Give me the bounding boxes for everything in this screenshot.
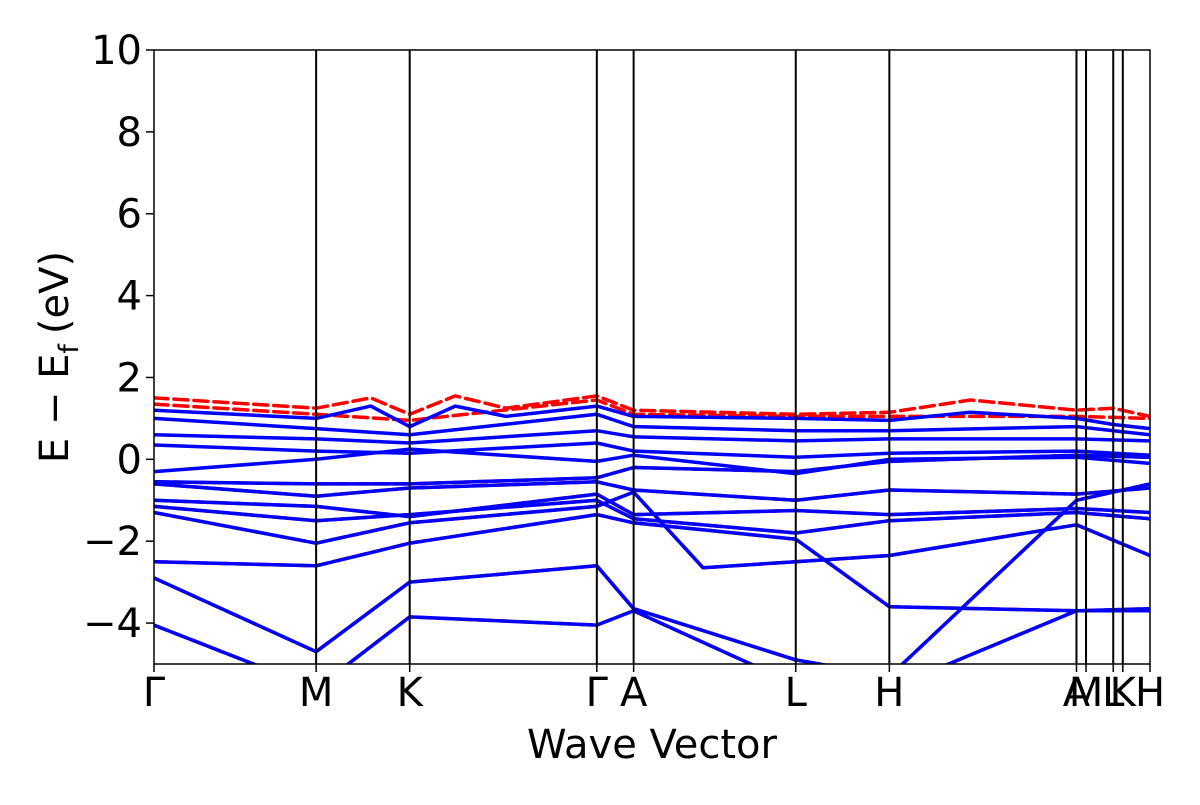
y-tick-label: −2 — [83, 519, 142, 565]
x-axis-label: Wave Vector — [527, 722, 778, 768]
x-tick-label: L — [1102, 670, 1125, 716]
spin-up-band-4 — [154, 441, 1150, 460]
x-tick-label: H — [874, 670, 904, 716]
spin-down-band-8 — [154, 512, 1150, 613]
y-tick-label: 4 — [117, 274, 142, 320]
y-tick-label: 2 — [117, 355, 142, 401]
y-tick-label: 10 — [91, 28, 142, 74]
x-tick-label: A — [620, 670, 648, 716]
spin-down-band-7 — [154, 490, 1150, 570]
spin-up-band-11 — [154, 512, 1150, 613]
high-symmetry-lines — [315, 50, 1124, 664]
spin-up-band-3 — [154, 428, 1150, 445]
x-tick-label: K — [1110, 670, 1138, 716]
x-tick-label: K — [397, 670, 425, 716]
plot-frame — [153, 49, 1151, 665]
y-axis-label-unit: (eV) — [32, 251, 78, 334]
x-tick-label: A — [1063, 670, 1091, 716]
x-tick-label: Γ — [143, 670, 166, 716]
spin-up-band-10 — [154, 490, 1150, 570]
y-axis-label-main: E − E — [32, 354, 78, 464]
y-axis-label-subscript: f — [54, 343, 85, 354]
x-tick-label: L — [785, 670, 808, 716]
x-tick-label: M — [1069, 670, 1104, 716]
x-tick-label: H — [1135, 670, 1165, 716]
y-axis-label: E − Ef (eV) — [32, 251, 85, 463]
spin-up-band-1 — [154, 404, 1150, 431]
x-tick-label: M — [299, 670, 334, 716]
y-tick-label: 0 — [117, 437, 142, 483]
x-tick-label: Γ — [586, 670, 609, 716]
y-tick-label: −4 — [83, 601, 142, 647]
y-axis-ticks: 10 8 6 4 2 0 −2 −4 — [83, 28, 154, 647]
y-tick-label: 8 — [117, 110, 142, 156]
y-tick-label: 6 — [117, 192, 142, 238]
spin-up-bands — [154, 404, 1150, 664]
spin-down-band-1 — [154, 394, 1150, 419]
